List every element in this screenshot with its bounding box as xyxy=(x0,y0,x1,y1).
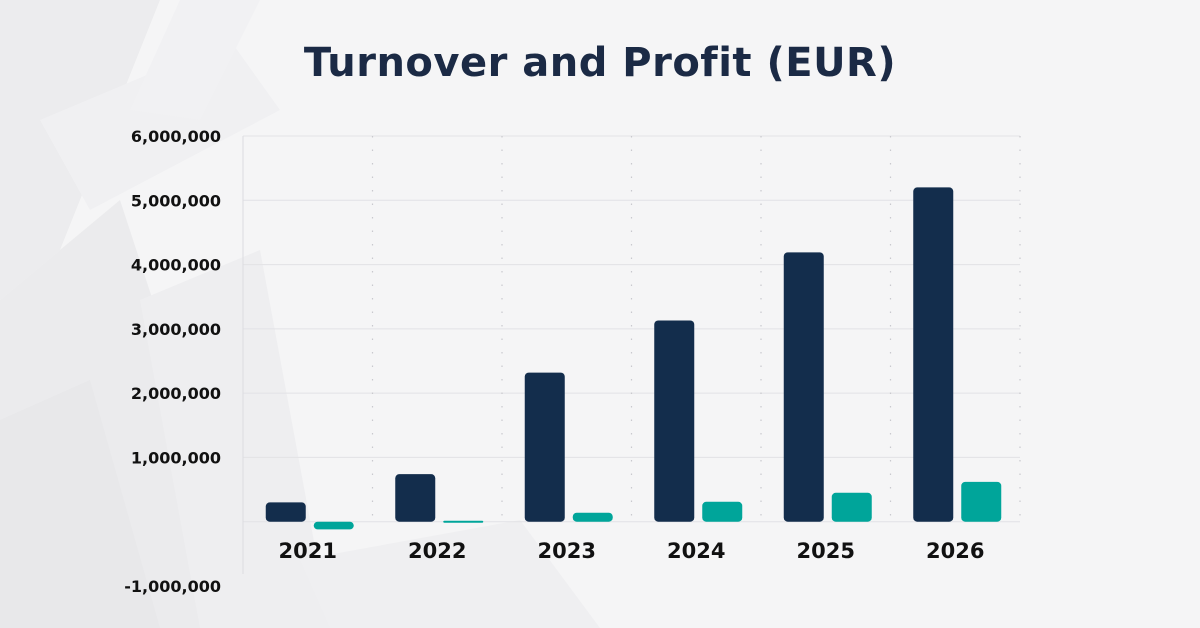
y-tick-label: 6,000,000 xyxy=(131,127,221,146)
x-tick-label-2024: 2024 xyxy=(667,539,725,563)
x-tick-label-2026: 2026 xyxy=(926,539,984,563)
bar-turnover-2024 xyxy=(654,321,694,522)
bar-profit-2026 xyxy=(961,482,1001,522)
bar-profit-2023 xyxy=(573,513,613,522)
y-tick-label: 1,000,000 xyxy=(131,448,221,467)
y-tick-label: 2,000,000 xyxy=(131,384,221,403)
x-tick-label-2025: 2025 xyxy=(797,539,855,563)
x-tick-label-2021: 2021 xyxy=(279,539,337,563)
bar-profit-2021 xyxy=(314,522,354,530)
bar-turnover-2025 xyxy=(784,252,824,521)
bar-profit-2022 xyxy=(443,521,483,523)
bar-turnover-2021 xyxy=(266,502,306,521)
y-tick-label: 3,000,000 xyxy=(131,320,221,339)
bar-turnover-2022 xyxy=(395,474,435,522)
x-tick-label-2022: 2022 xyxy=(408,539,466,563)
bar-turnover-2023 xyxy=(525,373,565,522)
grid-lines xyxy=(243,136,1020,574)
bars xyxy=(266,187,1002,529)
bar-profit-2024 xyxy=(702,502,742,522)
x-tick-label-2023: 2023 xyxy=(538,539,596,563)
y-tick-label: 5,000,000 xyxy=(131,191,221,210)
y-tick-label: 4,000,000 xyxy=(131,256,221,275)
y-tick-label: -1,000,000 xyxy=(124,577,221,596)
x-axis-labels: 2021 2022 2023 2024 2025 2026 xyxy=(279,539,985,563)
bar-turnover-2026 xyxy=(913,187,953,521)
y-axis-labels: 6,000,000 5,000,000 4,000,000 3,000,000 2,00… xyxy=(124,127,221,596)
bar-profit-2025 xyxy=(832,493,872,522)
